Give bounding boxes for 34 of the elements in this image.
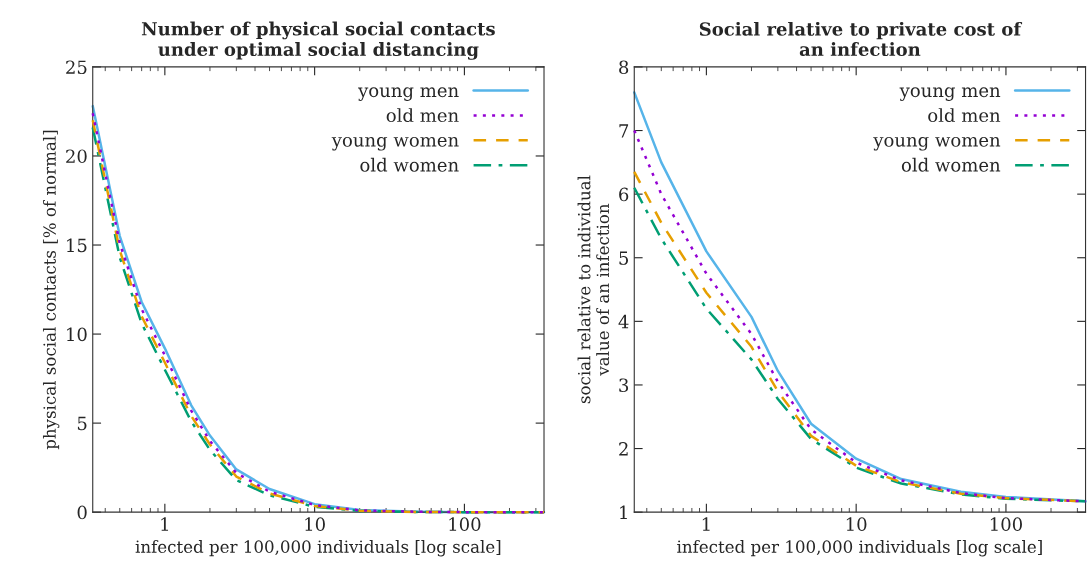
legend-label: old men	[386, 108, 459, 123]
legend-label: young men	[899, 87, 1001, 101]
y-tick-label: 5	[619, 251, 629, 265]
legend-label: old women	[360, 157, 459, 172]
y-tick-label: 2	[619, 442, 628, 456]
legend-label: young women	[873, 136, 1001, 151]
y-tick-label: 0	[77, 505, 87, 520]
y-tick-label: 8	[619, 60, 629, 75]
y-tick-label: 15	[67, 238, 87, 253]
y-tick-label: 7	[619, 124, 629, 138]
y-tick-label: 1	[620, 505, 627, 520]
chart-title: Social relative to private cost of an infection	[699, 21, 1023, 57]
y-tick-label: 5	[77, 416, 87, 431]
y-tick-label: 10	[67, 327, 87, 342]
x-tick-label: 100	[449, 517, 481, 531]
y-axis-title: physical social contacts [% of normal]	[42, 130, 60, 450]
legend-label: young men	[358, 87, 459, 101]
y-tick-label: 25	[66, 60, 87, 75]
y-tick-label: 20	[66, 149, 87, 164]
y-axis-title: social relative to individual value of an infection	[577, 175, 610, 404]
legend-label: old women	[901, 157, 1001, 172]
legend-label: young women	[331, 136, 459, 151]
x-tick-label: 1	[161, 517, 169, 531]
y-tick-label: 4	[618, 314, 629, 329]
y-tick-label: 3	[619, 378, 629, 393]
x-axis-title: infected per 100,000 individuals [log scale]	[677, 540, 1042, 557]
legend-label: old men	[928, 108, 1001, 123]
x-tick-label: 1	[702, 517, 710, 531]
x-axis-title: infected per 100,000 individuals [log scale]	[135, 540, 501, 557]
chart-title: Number of physical social contacts under optimal social distancing	[141, 21, 495, 60]
x-tick-label: 100	[990, 517, 1022, 531]
x-tick-label: 10	[846, 517, 867, 531]
x-tick-label: 10	[305, 517, 325, 531]
y-tick-label: 6	[619, 187, 629, 202]
